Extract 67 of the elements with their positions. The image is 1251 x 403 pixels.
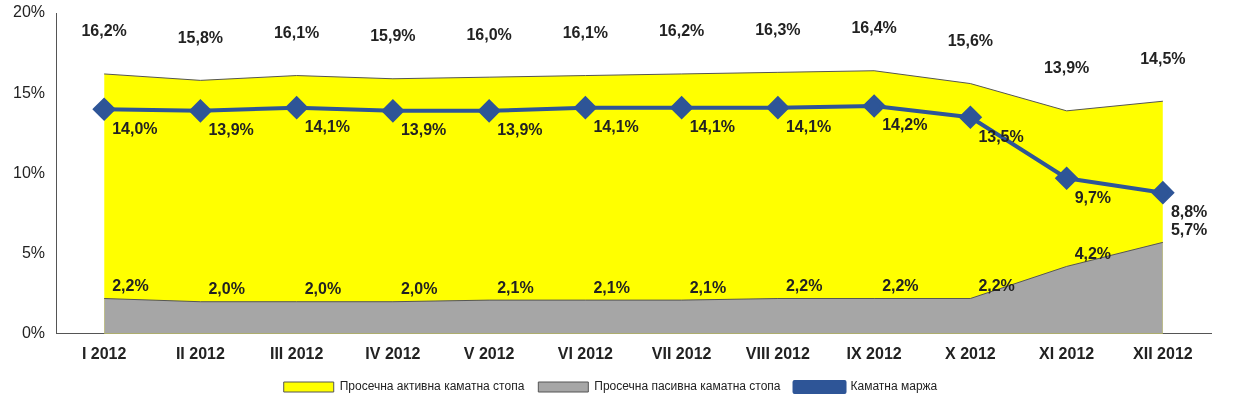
y-tick-label: 5%: [21, 244, 46, 262]
data-label: 14,1%: [785, 118, 832, 136]
data-label: 14,1%: [304, 118, 351, 136]
data-label: 14,1%: [689, 118, 736, 136]
y-tick-label: 10%: [12, 163, 46, 181]
data-label: 15,8%: [177, 28, 224, 46]
data-label: 2,2%: [112, 276, 149, 294]
legend-label: Каматна маржа: [850, 379, 938, 394]
data-label: 14,1%: [593, 118, 639, 136]
point: [93, 98, 116, 121]
data-label: 16,1%: [562, 23, 609, 41]
data-label: 16,0%: [466, 25, 512, 43]
data-label: 2,1%: [593, 278, 630, 296]
x-tick-label: II 2012: [175, 344, 225, 362]
point: [285, 96, 308, 119]
x-tick-label: IX 2012: [846, 344, 902, 362]
data-label: 2,2%: [785, 276, 823, 294]
data-label: 16,4%: [851, 19, 897, 37]
point: [478, 99, 501, 122]
y-tick-label: 20%: [12, 3, 46, 21]
data-label: 4,2%: [1074, 244, 1112, 262]
data-label: 14,2%: [882, 116, 928, 134]
data-label: 16,1%: [273, 23, 320, 41]
data-label: 2,0%: [304, 280, 342, 298]
data-label: 14,5%: [1140, 49, 1186, 67]
point: [189, 99, 212, 122]
data-label: 9,7%: [1074, 188, 1112, 206]
y-tick-label: 15%: [12, 83, 46, 101]
x-tick-label: III 2012: [269, 344, 324, 362]
point: [574, 96, 597, 119]
x-tick-label: X 2012: [945, 344, 996, 362]
data-label: 15,6%: [947, 31, 994, 49]
data-label: 16,3%: [755, 20, 801, 38]
data-label: 13,9%: [400, 121, 447, 139]
x-tick-label: VII 2012: [651, 344, 712, 362]
x-tick-label: VIII 2012: [745, 344, 811, 362]
point: [959, 106, 982, 129]
legend-label: Просечна активна каматна стопа: [339, 379, 525, 394]
point: [766, 96, 789, 119]
data-label: 16,2%: [658, 22, 705, 40]
point: [1151, 181, 1174, 204]
x-tick-label: V 2012: [463, 344, 515, 362]
data-label: 2,0%: [208, 280, 245, 298]
legend-label: Просечна пасивна каматна стопа: [594, 379, 781, 394]
data-label: 5,7%: [1170, 220, 1208, 238]
data-label: 2,2%: [978, 276, 1015, 294]
data-label: 2,1%: [689, 278, 727, 296]
point: [863, 95, 886, 118]
x-tick-label: XII 2012: [1133, 344, 1193, 362]
data-label: 14,0%: [112, 119, 158, 137]
point: [381, 99, 404, 122]
x-tick-label: XI 2012: [1039, 344, 1095, 362]
x-tick-label: VI 2012: [557, 344, 614, 362]
data-label: 8,8%: [1170, 203, 1208, 221]
x-tick-label: IV 2012: [365, 344, 421, 362]
data-label: 16,2%: [81, 22, 127, 40]
point: [1055, 167, 1078, 190]
data-label: 13,9%: [497, 121, 543, 139]
data-label: 13,9%: [1043, 59, 1090, 77]
y-tick-label: 0%: [21, 324, 46, 342]
data-label: 2,0%: [400, 280, 438, 298]
point: [670, 96, 693, 119]
data-label: 2,1%: [497, 278, 534, 296]
data-label: 15,9%: [370, 27, 416, 45]
x-tick-label: I 2012: [81, 344, 127, 362]
data-label: 2,2%: [882, 276, 919, 294]
data-label: 13,9%: [208, 121, 254, 139]
